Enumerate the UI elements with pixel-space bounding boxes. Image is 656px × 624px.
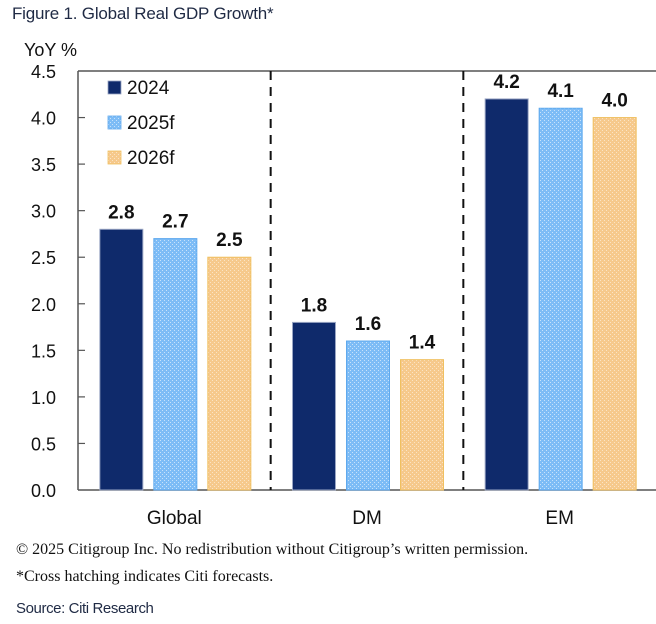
data-label: 4.0 — [601, 91, 627, 112]
y-tick-label: 1.5 — [31, 341, 56, 361]
legend-swatch-2025f — [107, 115, 122, 130]
legend-label: 2024 — [127, 78, 170, 99]
y-tick-label: 4.5 — [31, 62, 56, 82]
bar-2026f-DM — [400, 359, 444, 491]
data-label: 2.7 — [162, 212, 188, 233]
y-tick-label: 0.0 — [31, 481, 56, 501]
x-tick-label: DM — [352, 508, 382, 529]
chart: YoY % 0.0 0.5 1.0 1.5 2.0 2.5 3.0 3.5 4.0 4.5 2.8… — [24, 40, 656, 529]
data-label: 4.2 — [493, 72, 519, 93]
y-tick-label: 0.5 — [31, 434, 56, 454]
bar-2026f-EM — [592, 117, 637, 491]
x-tick-label: Global — [147, 508, 202, 529]
data-label: 1.4 — [409, 333, 436, 354]
legend-label: 2025f — [127, 113, 175, 134]
legend-label: 2026f — [127, 148, 175, 169]
data-label: 1.8 — [301, 295, 327, 316]
bar-2024-EM — [484, 98, 529, 491]
data-label: 2.5 — [216, 230, 243, 251]
copyright-notice: © 2025 Citigroup Inc. No redistribution … — [16, 541, 529, 558]
y-tick-label: 2.5 — [31, 248, 56, 268]
y-tick-label: 4.0 — [31, 109, 56, 129]
legend-swatch-2026f — [107, 150, 122, 165]
y-tick-label: 3.0 — [31, 202, 56, 222]
y-tick-label: 1.0 — [31, 388, 56, 408]
bar-2026f-Global — [207, 256, 252, 491]
data-label: 4.1 — [547, 81, 574, 102]
bar-2025f-EM — [538, 107, 583, 491]
x-tick-label: EM — [545, 508, 574, 529]
bar-2024-DM — [292, 321, 336, 491]
data-label: 1.6 — [355, 314, 381, 335]
bar-2025f-DM — [346, 340, 390, 491]
legend-swatch-2024 — [107, 80, 122, 95]
y-tick-label: 3.5 — [31, 155, 56, 175]
source-note: Source: Citi Research — [16, 600, 154, 617]
y-axis-title: YoY % — [24, 40, 77, 60]
bar-2025f-Global — [153, 238, 198, 491]
bar-2024-Global — [99, 228, 144, 491]
y-tick-label: 2.0 — [31, 295, 56, 315]
footnote: *Cross hatching indicates Citi forecasts… — [16, 568, 274, 585]
figure-title: Figure 1. Global Real GDP Growth* — [12, 4, 274, 23]
data-label: 2.8 — [108, 202, 134, 223]
